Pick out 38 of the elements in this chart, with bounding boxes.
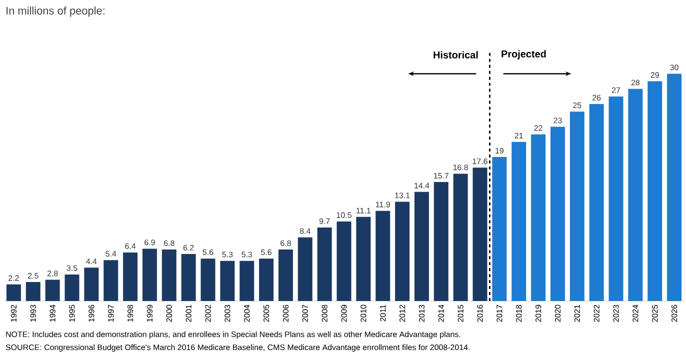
bar [512,142,526,301]
bar [434,182,448,301]
bar [317,228,332,301]
bar [142,248,157,301]
bar [667,74,682,301]
bar [259,258,274,301]
bar [395,202,410,301]
bar [356,216,371,301]
bar [200,258,216,301]
annotation: Historical [434,51,478,58]
bar [84,268,99,301]
bar [45,280,60,301]
bar [181,254,196,301]
bar [278,249,293,301]
bar [376,210,390,301]
bar [453,174,468,301]
bar [589,104,604,301]
bar [64,274,80,301]
bar [220,260,235,301]
bar [26,282,40,301]
bar [472,168,488,301]
bar [648,81,662,301]
bar [123,252,138,301]
bar [492,157,507,301]
chart-title: In millions of people: [6,6,104,17]
bar [608,96,624,301]
bar [414,192,429,301]
bar [628,88,643,301]
bar [6,284,21,301]
bar [162,249,176,301]
bar [240,260,254,301]
annotation: Projected [502,50,546,60]
bar [531,134,546,301]
bar [336,221,352,301]
bar [298,237,312,301]
bar [570,112,584,301]
bar [104,260,118,301]
bar [550,126,565,301]
